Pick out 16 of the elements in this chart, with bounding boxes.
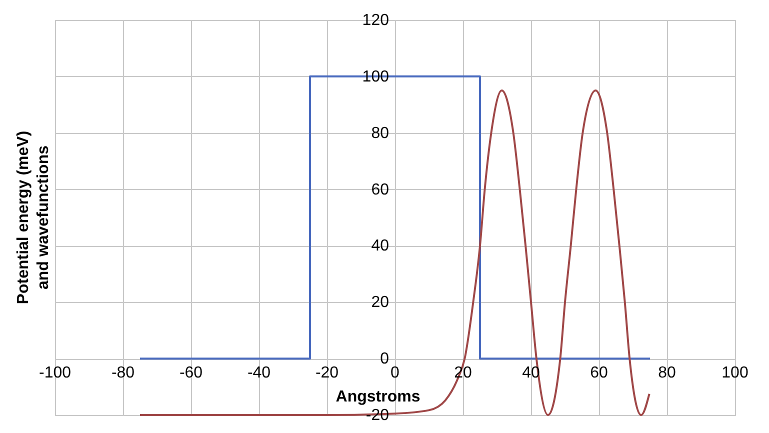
y-tick-label: 20 [371,294,390,312]
x-tick-label: -80 [111,364,135,382]
x-axis-title: Angstroms [336,388,420,406]
x-tick-label: -60 [179,364,203,382]
x-tick-label: -100 [38,364,72,382]
y-axis-title: Potential energy (meV) and wavefunctions [15,130,52,304]
x-tick-label: 80 [658,364,676,382]
x-tick-label: 60 [590,364,608,382]
y-tick-label: 40 [371,238,390,255]
y-tick-label: 60 [371,181,390,198]
x-tick-label: -40 [247,364,271,382]
x-tick-label: 100 [722,364,748,382]
x-tick-label: -20 [315,364,339,382]
y-tick-label: 120 [362,12,390,29]
y-tick-label: 80 [371,124,390,142]
y-tick-label: 0 [380,350,390,368]
